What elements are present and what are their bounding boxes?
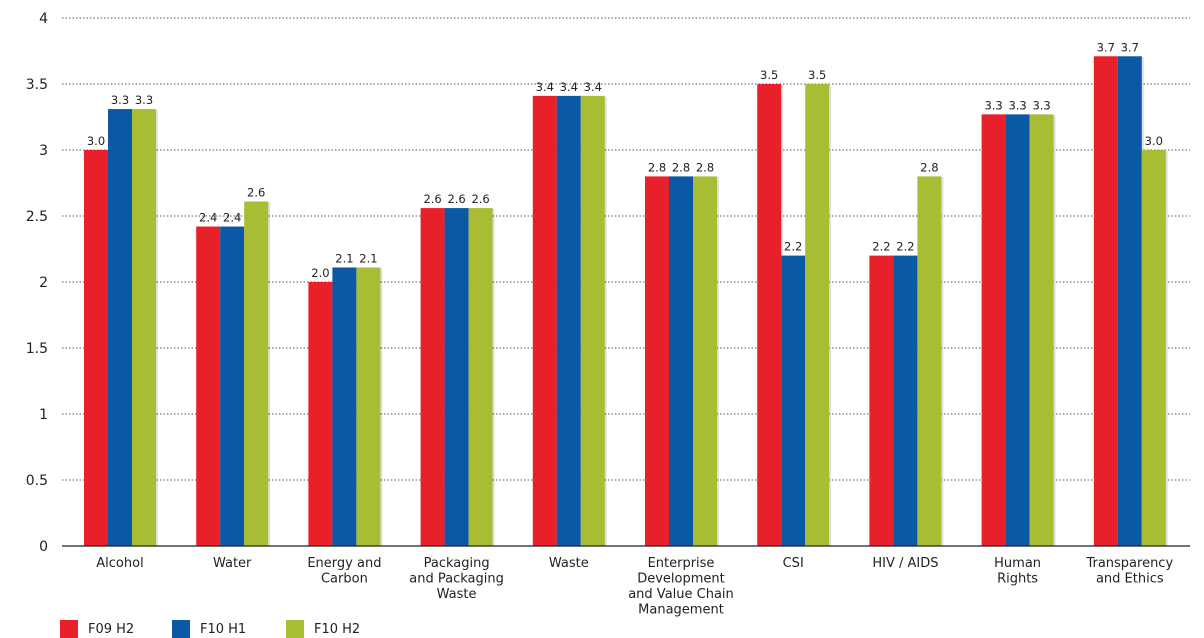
data-label: 2.1 [359,251,377,265]
data-label: 3.5 [808,68,826,82]
bar [444,208,469,546]
bar [981,114,1006,547]
bar [132,109,156,546]
data-label: 3.3 [135,93,153,107]
bar [532,95,557,546]
bar [757,84,782,546]
y-tick-label: 0.5 [26,473,48,489]
bar [1141,150,1166,546]
category-label: Water [213,556,252,571]
bar [580,95,605,546]
bar [669,176,693,546]
y-tick-label: 3 [39,143,48,159]
bar [84,150,108,546]
legend-label: F10 H2 [314,622,360,637]
bar [645,176,669,546]
category-label: Energy and Carbon [307,556,381,587]
category-label: HIV / AIDS [872,556,938,571]
category-label: Human Rights [994,556,1041,587]
data-label: 2.8 [672,160,690,174]
x-axis: Alcohol Water Energy and Carbon Packaging and… [62,545,1190,618]
category-label: Waste [549,556,589,571]
data-label: 3.4 [560,80,578,94]
bar [356,267,381,546]
bar [869,255,894,546]
bar [1117,56,1142,546]
data-label: 3.0 [87,134,105,148]
y-tick-label: 4 [39,11,48,27]
bar [196,226,221,546]
data-label: 2.6 [447,192,465,206]
legend-swatch [172,620,190,638]
bar [893,255,918,546]
data-label: 2.8 [696,160,714,174]
bar [556,95,581,546]
y-tick-label: 0 [39,539,48,555]
bar [1005,114,1030,547]
bars [84,56,1168,547]
data-label: 3.3 [984,98,1002,112]
data-label: 3.7 [1121,40,1139,54]
data-label: 3.0 [1145,134,1163,148]
data-label: 2.8 [648,160,666,174]
bar [308,282,333,546]
category-label: Packaging and Packaging Waste [409,556,504,602]
gridlines [62,17,1190,481]
legend-swatch [60,620,78,638]
data-label: 2.2 [784,240,802,254]
y-tick-label: 1 [39,407,48,423]
data-label: 3.3 [111,93,129,107]
data-label: 2.2 [872,240,890,254]
bar [468,208,493,546]
data-label: 3.7 [1097,40,1115,54]
category-label: Alcohol [96,556,143,571]
data-label: 2.4 [223,211,241,225]
bar [244,201,269,547]
y-axis: 0 0.5 1 1.5 2 2.5 3 3.5 4 [26,11,48,555]
bar [917,176,942,546]
data-label: 2.8 [920,160,938,174]
legend-swatch [286,620,304,638]
data-label: 3.4 [536,80,554,94]
data-label: 3.5 [760,68,778,82]
data-label: 3.3 [1032,98,1050,112]
bar [1029,114,1054,547]
bar [781,255,806,546]
category-label: CSI [783,556,804,571]
bar [332,267,357,546]
y-tick-label: 3.5 [26,77,48,93]
category-label: Transparency and Ethics [1085,556,1173,587]
bar [420,208,445,546]
legend: F09 H2 F10 H1 F10 H2 [60,620,360,638]
bar [693,176,717,546]
data-label: 2.2 [896,240,914,254]
y-tick-label: 1.5 [26,341,48,357]
data-label: 3.4 [584,80,602,94]
data-label: 2.1 [335,251,353,265]
category-label: Enterprise Development and Value Chain Mana… [628,556,734,618]
data-labels: 3.0 2.4 2.0 2.6 3.4 2.8 3.5 2.2 3.3 3.7 3.3 2.4 2.1 2… [87,40,1163,280]
bar [805,84,830,546]
bar [220,226,245,546]
data-label: 3.3 [1008,98,1026,112]
data-label: 2.4 [199,211,217,225]
y-tick-label: 2.5 [26,209,48,225]
data-label: 2.6 [471,192,489,206]
bar [108,109,132,546]
legend-label: F10 H1 [200,622,246,637]
data-label: 2.0 [311,266,329,280]
data-label: 2.6 [247,185,265,199]
data-label: 2.6 [423,192,441,206]
y-tick-label: 2 [39,275,48,291]
legend-label: F09 H2 [88,622,134,637]
bar [1093,56,1118,546]
